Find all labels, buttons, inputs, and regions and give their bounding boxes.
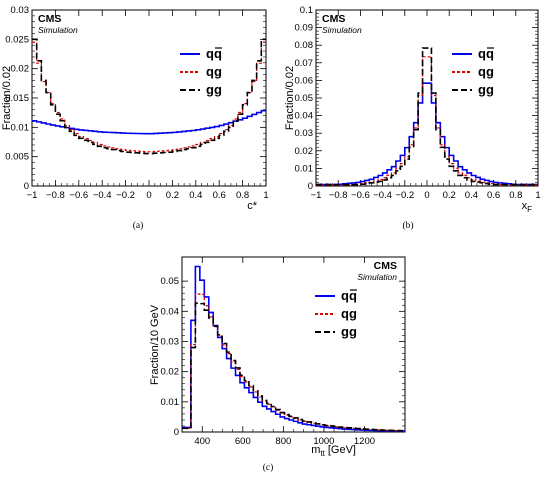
legend-label: qg bbox=[478, 64, 494, 79]
panel-caption: (a) bbox=[133, 220, 144, 231]
x-tick-label: 1200 bbox=[354, 436, 375, 447]
x-axis-title: mtt [GeV] bbox=[311, 444, 356, 458]
y-tick-label: 0.05 bbox=[295, 93, 314, 104]
y-tick-label: 0.04 bbox=[161, 306, 180, 317]
x-tick-label: 1 bbox=[263, 190, 268, 201]
x-tick-label: −0.4 bbox=[93, 190, 112, 201]
simulation-label: Simulation bbox=[357, 272, 397, 282]
y-tick-label: 0.005 bbox=[5, 152, 29, 163]
legend-label: qq bbox=[206, 46, 222, 61]
x-tick-label: 800 bbox=[275, 436, 291, 447]
y-tick-label: 0.02 bbox=[295, 146, 314, 157]
x-tick-label: −0.2 bbox=[116, 190, 135, 201]
y-tick-label: 0.08 bbox=[295, 40, 314, 51]
chart-panel-3: 0 0.01 0.02 0.03 0.04 0.05 400 600 800 1000 1200 Fr… bbox=[149, 256, 406, 473]
y-tick-label: 0.01 bbox=[161, 397, 180, 408]
y-axis-title: Fraction/10 GeV bbox=[149, 304, 161, 385]
y-tick-label: 0.025 bbox=[5, 34, 29, 45]
x-tick-label: 0.8 bbox=[509, 190, 522, 201]
y-tick-label: 0.01 bbox=[295, 163, 314, 174]
simulation-label: Simulation bbox=[38, 25, 78, 35]
y-tick-label: 0.03 bbox=[295, 128, 314, 139]
y-axis-title: Fraction/0.02 bbox=[284, 66, 296, 130]
cms-label: CMS bbox=[374, 260, 397, 272]
y-tick-label: 0.04 bbox=[295, 111, 314, 122]
series-qg-line bbox=[316, 56, 538, 186]
x-tick-label: −0.8 bbox=[46, 190, 65, 201]
y-tick-label: 0.02 bbox=[11, 64, 30, 75]
x-axis-title: xF bbox=[522, 200, 533, 214]
x-tick-label: 0.4 bbox=[465, 190, 478, 201]
series-gg-line bbox=[182, 302, 405, 432]
x-tick-label: 600 bbox=[235, 436, 251, 447]
y-tick-label: 0.02 bbox=[161, 367, 180, 378]
y-tick-label: 0 bbox=[174, 427, 179, 438]
series-qg-line bbox=[182, 293, 405, 432]
legend-label: qq bbox=[341, 288, 357, 303]
x-tick-label: −0.2 bbox=[395, 190, 414, 201]
x-tick-label: −1 bbox=[311, 190, 322, 201]
x-tick-label: −1 bbox=[27, 190, 38, 201]
x-tick-label: −0.4 bbox=[373, 190, 392, 201]
y-tick-label: 0.03 bbox=[11, 5, 30, 16]
y-tick-label: 0.05 bbox=[161, 276, 180, 287]
x-tick-label: −0.6 bbox=[69, 190, 88, 201]
x-tick-label: 0.2 bbox=[443, 190, 456, 201]
x-tick-label: 0 bbox=[424, 190, 429, 201]
chart-panel-1: 0 0.005 0.01 0.015 0.02 0.025 0.03 −1 −0.8 −0.6 −0… bbox=[1, 5, 269, 231]
plot-frame bbox=[31, 9, 267, 187]
y-tick-label: 0 bbox=[308, 181, 313, 192]
y-axis-title: Fraction/0.02 bbox=[1, 66, 13, 130]
panel-caption: (c) bbox=[263, 462, 274, 473]
y-tick-label: 0.1 bbox=[300, 5, 313, 16]
x-tick-label: 0 bbox=[146, 190, 151, 201]
chart-panel-2: 0 0.01 0.02 0.03 0.04 0.05 0.06 0.07 0.08 0.09 0.1… bbox=[284, 5, 541, 231]
y-tick-label: 0 bbox=[24, 181, 29, 192]
x-tick-label: 0.6 bbox=[487, 190, 500, 201]
y-tick-label: 0.015 bbox=[5, 93, 29, 104]
series-qg-line bbox=[32, 41, 266, 153]
x-tick-label: 400 bbox=[194, 436, 210, 447]
panel-caption: (b) bbox=[402, 220, 413, 231]
legend-label: qg bbox=[206, 64, 222, 79]
series-qqbar-line bbox=[182, 265, 405, 432]
y-tick-label: 0.06 bbox=[295, 75, 314, 86]
x-tick-label: 0.8 bbox=[236, 190, 249, 201]
series-gg-line bbox=[316, 47, 538, 186]
plot-frame bbox=[181, 256, 406, 433]
series-qqbar-line bbox=[316, 82, 538, 186]
legend-label: gg bbox=[478, 82, 494, 97]
y-tick-label: 0.01 bbox=[11, 122, 30, 133]
x-tick-label: 0.6 bbox=[213, 190, 226, 201]
y-tick-label: 0.03 bbox=[161, 336, 180, 347]
cms-label: CMS bbox=[38, 13, 61, 25]
x-tick-label: 1000 bbox=[313, 436, 334, 447]
x-tick-label: −0.8 bbox=[329, 190, 348, 201]
legend-label: qg bbox=[341, 306, 357, 321]
x-axis-title: c* bbox=[247, 200, 258, 212]
x-tick-label: 0.2 bbox=[166, 190, 179, 201]
plot-frame bbox=[315, 9, 539, 187]
cms-label: CMS bbox=[322, 13, 345, 25]
x-tick-label: 0.4 bbox=[189, 190, 202, 201]
series-gg-line bbox=[32, 38, 266, 155]
y-tick-label: 0.07 bbox=[295, 58, 314, 69]
x-tick-label: 1 bbox=[535, 190, 540, 201]
legend-label: gg bbox=[206, 82, 222, 97]
legend-label: gg bbox=[341, 324, 357, 339]
series-qqbar-line bbox=[32, 109, 266, 135]
legend-label: qq bbox=[478, 46, 494, 61]
x-tick-label: −0.6 bbox=[351, 190, 370, 201]
y-tick-label: 0.09 bbox=[295, 23, 314, 34]
simulation-label: Simulation bbox=[322, 25, 362, 35]
